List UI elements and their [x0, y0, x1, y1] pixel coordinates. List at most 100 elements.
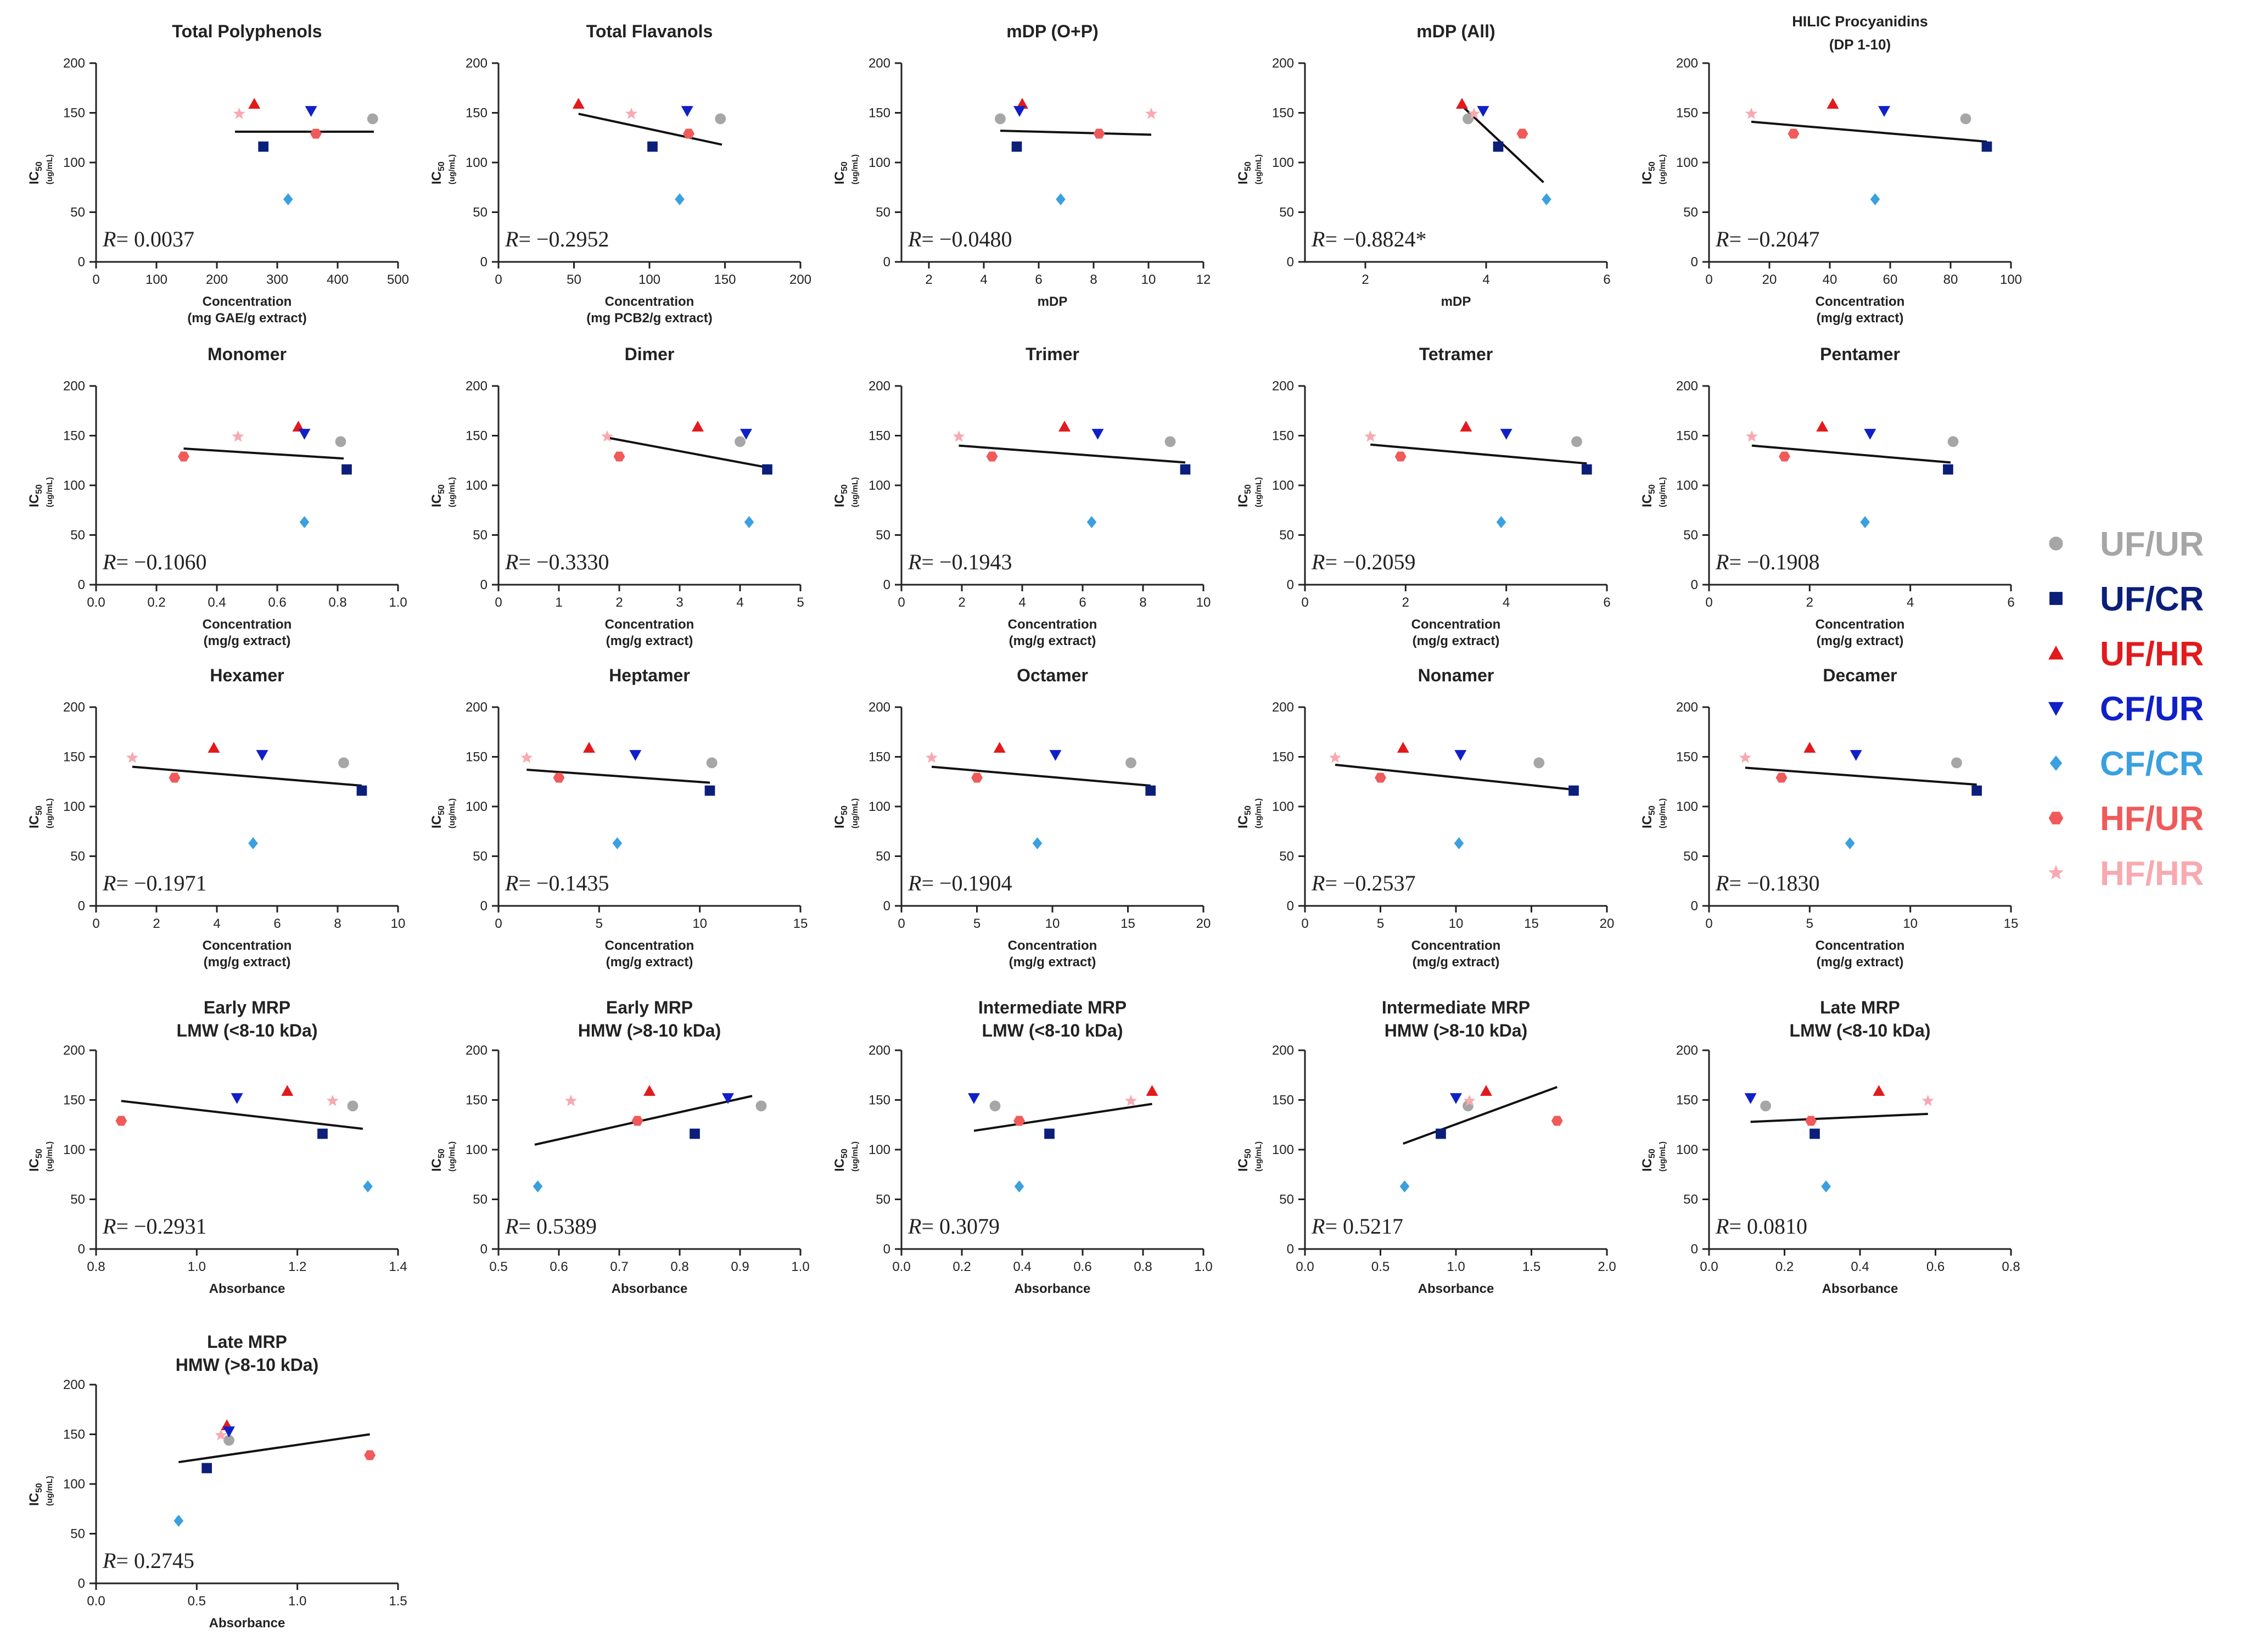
x-tick-label: 0.2 — [953, 1259, 971, 1274]
y-tick-label: 200 — [63, 1043, 85, 1058]
data-point — [1921, 1094, 1934, 1106]
chart-panel: 0 50 100 150 200 2 4 6 mDP (All) mDP IC50 (ug/mL) R=… — [1236, 21, 1611, 309]
data-point — [356, 785, 367, 796]
x-axis-label: Absorbance — [209, 1616, 285, 1631]
x-tick-label: 4 — [980, 272, 987, 287]
chart-title: Heptamer — [609, 665, 690, 685]
x-tick-label: 8 — [1139, 595, 1146, 610]
y-tick-label: 100 — [1272, 1143, 1294, 1157]
data-point — [326, 1094, 339, 1106]
data-point — [299, 516, 310, 528]
x-tick-label: 12 — [1196, 272, 1211, 287]
chart-panel: 0 50 100 150 200 0 5 10 15 20 Nonamer Concentration… — [1236, 665, 1614, 970]
data-point — [1044, 1128, 1055, 1139]
regression-line — [1750, 1112, 1928, 1123]
y-axis-unit: (ug/mL) — [45, 477, 54, 507]
x-axis-label: Concentration — [605, 294, 694, 309]
x-tick-label: 150 — [714, 272, 736, 287]
data-point — [231, 1093, 243, 1104]
y-tick-label: 200 — [1676, 700, 1698, 715]
data-point — [735, 436, 746, 447]
x-axis-label: (mg PCB2/g extract) — [586, 311, 712, 326]
x-axis-label: Absorbance — [612, 1281, 688, 1296]
x-tick-label: 1.0 — [288, 1594, 306, 1609]
y-axis-label: IC50 — [1236, 1149, 1253, 1172]
y-axis-label: IC50 — [832, 1149, 849, 1172]
y-tick-label: 0 — [1691, 899, 1698, 914]
x-tick-label: 0 — [1705, 916, 1712, 931]
x-axis-label: Concentration — [203, 294, 292, 309]
data-point — [1788, 128, 1800, 139]
r-value-label: R= −0.3330 — [505, 550, 609, 574]
x-tick-label: 10 — [1196, 595, 1211, 610]
x-tick-label: 10 — [1141, 272, 1156, 287]
x-tick-label: 0.9 — [731, 1259, 749, 1274]
x-tick-label: 0.5 — [1371, 1259, 1390, 1274]
x-tick-label: 15 — [1120, 916, 1135, 931]
data-point — [1145, 107, 1157, 119]
x-tick-label: 0 — [495, 272, 502, 287]
x-axis-label: (mg/g extract) — [204, 955, 291, 970]
data-point — [625, 107, 637, 119]
x-axis-label: Concentration — [605, 938, 694, 953]
y-axis-unit: (ug/mL) — [1254, 798, 1263, 828]
x-tick-label: 2 — [1806, 595, 1813, 610]
data-point — [1032, 837, 1043, 849]
x-axis-label: (mg/g extract) — [1413, 955, 1500, 970]
x-tick-label: 0 — [1705, 272, 1712, 287]
data-point — [208, 742, 220, 753]
y-axis-unit: (ug/mL) — [1658, 798, 1667, 828]
y-tick-label: 0 — [1287, 899, 1294, 914]
y-tick-label: 100 — [63, 799, 85, 814]
data-point — [601, 430, 613, 442]
x-axis-label: Concentration — [203, 938, 292, 953]
data-point — [1542, 193, 1551, 205]
x-tick-label: 0.8 — [87, 1259, 105, 1274]
data-point — [347, 1100, 358, 1112]
data-point — [1180, 464, 1191, 475]
data-point — [1821, 1180, 1831, 1192]
x-tick-label: 2 — [1402, 595, 1409, 610]
data-point — [1809, 1128, 1820, 1139]
data-point — [283, 193, 293, 205]
r-value-label: R= −0.2952 — [505, 227, 609, 251]
r-value-label: R= −0.1060 — [102, 550, 207, 574]
r-value-label: R= 0.5217 — [1311, 1214, 1403, 1239]
y-axis-unit: (ug/mL) — [447, 477, 457, 507]
legend-label: UF/CR — [2100, 580, 2204, 618]
r-value-label: R= −0.1435 — [505, 871, 609, 895]
x-tick-label: 6 — [1603, 272, 1610, 287]
data-point — [126, 751, 138, 763]
y-tick-label: 0 — [480, 1242, 488, 1257]
x-tick-label: 0.6 — [550, 1259, 568, 1274]
data-point — [1873, 1085, 1885, 1096]
y-tick-label: 150 — [869, 750, 890, 765]
x-tick-label: 500 — [387, 272, 409, 287]
x-axis-label: (mg/g extract) — [1817, 311, 1904, 326]
data-point — [926, 751, 938, 763]
r-value-label: R= −0.0480 — [907, 227, 1012, 251]
y-axis-unit: (ug/mL) — [850, 798, 860, 828]
data-point — [1456, 98, 1468, 109]
x-tick-label: 4 — [1482, 272, 1489, 287]
x-tick-label: 4 — [1503, 595, 1510, 610]
x-tick-label: 10 — [1903, 916, 1918, 931]
data-point — [1805, 1116, 1817, 1126]
x-tick-label: 0 — [1301, 595, 1308, 610]
regression-line — [607, 436, 767, 469]
y-tick-label: 150 — [1676, 750, 1698, 765]
r-value-label: R= −0.1830 — [1715, 871, 1820, 895]
data-point — [1477, 106, 1489, 117]
chart-title: Decamer — [1823, 665, 1897, 685]
y-axis-unit: (ug/mL) — [1254, 154, 1263, 184]
y-tick-label: 50 — [876, 849, 890, 864]
regression-line — [121, 1100, 363, 1130]
y-tick-label: 0 — [883, 255, 890, 270]
data-point — [629, 750, 642, 761]
x-tick-label: 4 — [736, 595, 743, 610]
data-point — [1493, 141, 1504, 152]
legend-marker — [2048, 702, 2064, 716]
x-axis-label: Concentration — [203, 617, 292, 632]
data-point — [1581, 464, 1592, 475]
y-tick-label: 100 — [869, 478, 890, 493]
